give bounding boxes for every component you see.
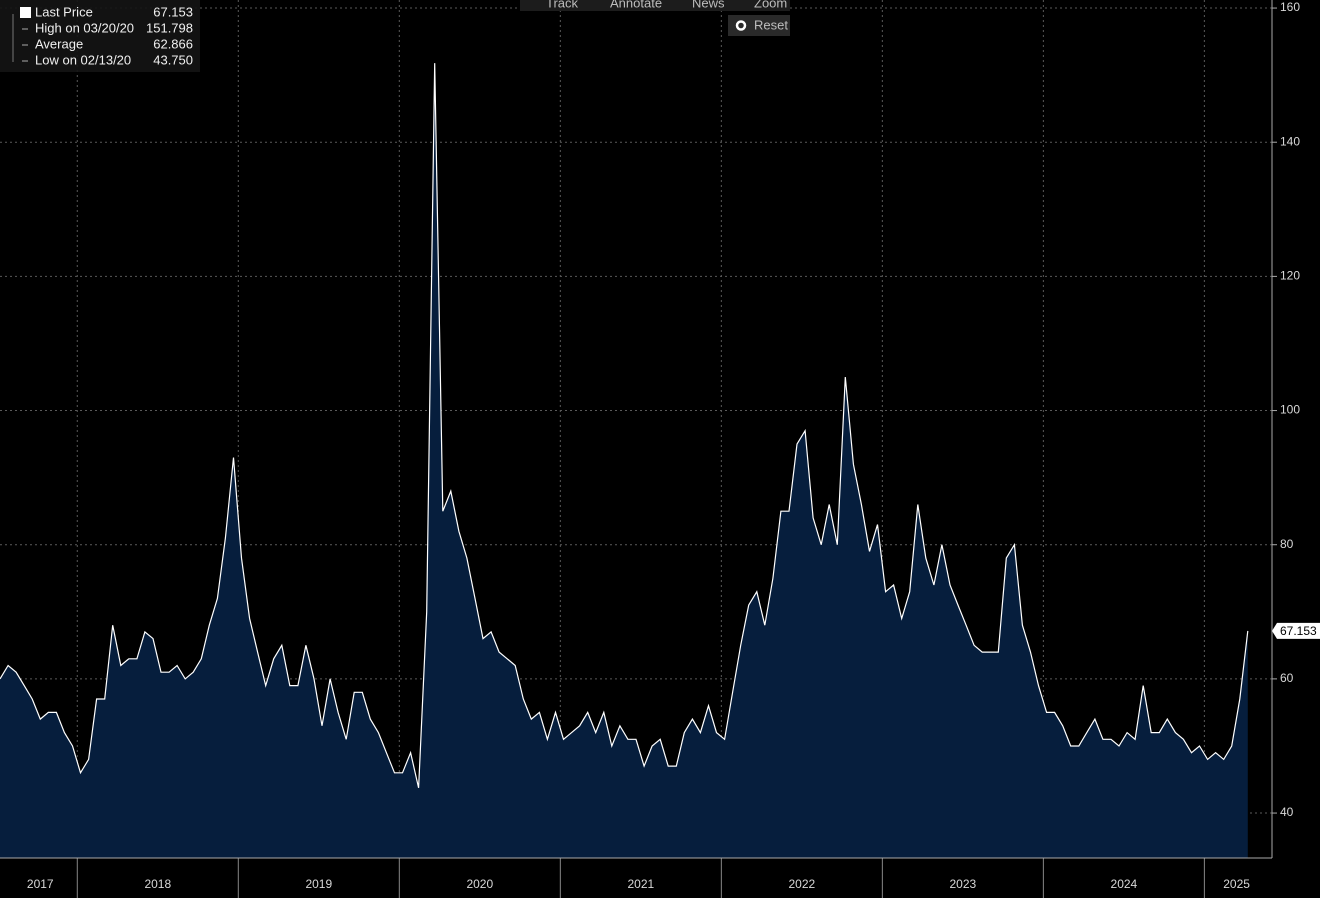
reset-label[interactable]: Reset (754, 17, 788, 32)
legend: Last Price 67.153 High on 03/20/20 151.798 A… (0, 0, 200, 72)
toolbar-track[interactable]: Track (546, 0, 579, 10)
y-tick-label: 100 (1280, 403, 1300, 417)
legend-value: 67.153 (153, 4, 193, 19)
x-tick-label: 2019 (305, 877, 332, 891)
legend-value: 43.750 (153, 52, 193, 67)
last-value-label: 67.153 (1280, 624, 1317, 638)
reset-button[interactable] (728, 15, 790, 36)
legend-value: 151.798 (146, 20, 193, 35)
y-tick-label: 60 (1280, 671, 1294, 685)
series-area (0, 63, 1248, 859)
series-line (0, 63, 1249, 789)
x-tick-label: 2020 (466, 877, 493, 891)
x-tick-label: 2025 (1223, 877, 1250, 891)
legend-name: High on 03/20/20 (35, 20, 134, 35)
x-tick-label: 2023 (950, 877, 977, 891)
y-tick-label: 80 (1280, 537, 1294, 551)
legend-name: Last Price (35, 4, 93, 19)
y-tick-label: 160 (1280, 0, 1300, 14)
x-tick-label: 2017 (27, 877, 54, 891)
toolbar: Track Annotate News Zoom Reset (520, 0, 790, 36)
legend-bg (0, 0, 200, 72)
legend-swatch (20, 7, 31, 18)
y-tick-label: 140 (1280, 134, 1300, 148)
toolbar-zoom[interactable]: Zoom (754, 0, 787, 10)
legend-value: 62.866 (153, 36, 193, 51)
reset-icon (735, 20, 747, 31)
last-value-flag (1272, 622, 1320, 639)
x-tick-label: 2018 (144, 877, 171, 891)
toolbar-bg (520, 0, 790, 11)
toolbar-news[interactable]: News (692, 0, 725, 10)
legend-name: Average (35, 36, 83, 51)
y-tick-label: 120 (1280, 269, 1300, 283)
toolbar-annotate[interactable]: Annotate (610, 0, 662, 10)
legend-name: Low on 02/13/20 (35, 52, 131, 67)
x-tick-label: 2021 (627, 877, 654, 891)
x-tick-label: 2022 (788, 877, 815, 891)
x-tick-label: 2024 (1111, 877, 1138, 891)
y-tick-label: 40 (1280, 805, 1294, 819)
